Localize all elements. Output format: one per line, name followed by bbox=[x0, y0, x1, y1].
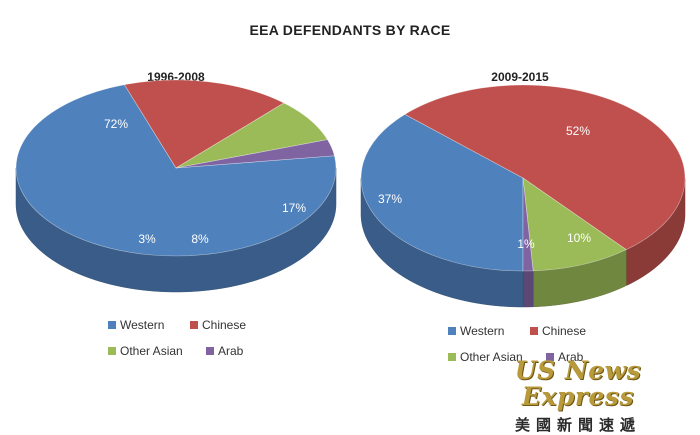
legend-label: Other Asian bbox=[460, 350, 523, 364]
pie-1-slices bbox=[15, 79, 337, 257]
legend-label: Arab bbox=[218, 344, 244, 358]
chart-title: EEA DEFENDANTS BY RACE bbox=[249, 22, 451, 38]
legend-swatch bbox=[448, 326, 456, 335]
legend-swatch bbox=[108, 320, 116, 329]
pie-1-slice-chinese bbox=[123, 79, 285, 169]
pie-1-slice-arab bbox=[175, 139, 335, 169]
legend-item-western: Western bbox=[108, 318, 164, 332]
legend-item-arab: Arab bbox=[546, 350, 583, 364]
legend-item-chinese: Chinese bbox=[530, 324, 586, 338]
pie-2-legend: Western Chinese Other Asian Arab bbox=[448, 324, 668, 374]
legend-label: Other Asian bbox=[120, 344, 183, 358]
pie-2-data-label: 37% bbox=[378, 192, 402, 206]
legend-label: Arab bbox=[558, 350, 584, 364]
chart-figure: EEA DEFENDANTS BY RACE 1996-2008 2009-20… bbox=[15, 22, 686, 434]
legend-item-western: Western bbox=[448, 324, 504, 338]
legend-label: Chinese bbox=[542, 324, 587, 338]
legend-item-other-asian: Other Asian bbox=[108, 344, 183, 358]
pie-2-data-label: 52% bbox=[566, 124, 590, 138]
pie-2-title: 2009-2015 bbox=[491, 70, 549, 84]
pie-2: 37% 52% 10% 1% bbox=[360, 84, 686, 308]
legend-swatch bbox=[190, 320, 198, 329]
legend-label: Chinese bbox=[202, 318, 247, 332]
legend-swatch bbox=[448, 352, 456, 361]
pie-1-data-label: 8% bbox=[191, 232, 209, 246]
legend-item-other-asian: Other Asian bbox=[448, 350, 523, 364]
pie-charts-canvas: 72% 17% 8% 3% 37% 52% 10% 1% bbox=[15, 79, 686, 308]
pie-2-slice-chinese bbox=[404, 84, 686, 251]
pie-2-data-label: 1% bbox=[517, 237, 535, 251]
legend-label: Western bbox=[120, 318, 165, 332]
pie-2-data-label: 10% bbox=[567, 231, 591, 245]
pie-1-data-label: 3% bbox=[138, 232, 156, 246]
legend-item-arab: Arab bbox=[206, 344, 243, 358]
legend-swatch bbox=[206, 346, 214, 355]
legend-item-chinese: Chinese bbox=[190, 318, 246, 332]
pie-2-slice-other-asian bbox=[522, 177, 627, 272]
pie-1-slice-western bbox=[15, 84, 337, 257]
legend-swatch bbox=[546, 352, 554, 361]
pie-2-slices bbox=[360, 84, 686, 272]
pie-2-slice-western bbox=[360, 113, 524, 272]
pie-1-data-label: 17% bbox=[282, 201, 306, 215]
legend-label: Western bbox=[460, 324, 505, 338]
pie-1-legend: Western Chinese Other Asian Arab bbox=[108, 318, 308, 368]
legend-swatch bbox=[530, 326, 538, 335]
pie-2-slice-arab bbox=[522, 177, 534, 272]
pie-1: 72% 17% 8% 3% bbox=[15, 79, 337, 293]
legend-swatch bbox=[108, 346, 116, 355]
pie-1-data-label: 72% bbox=[104, 117, 128, 131]
